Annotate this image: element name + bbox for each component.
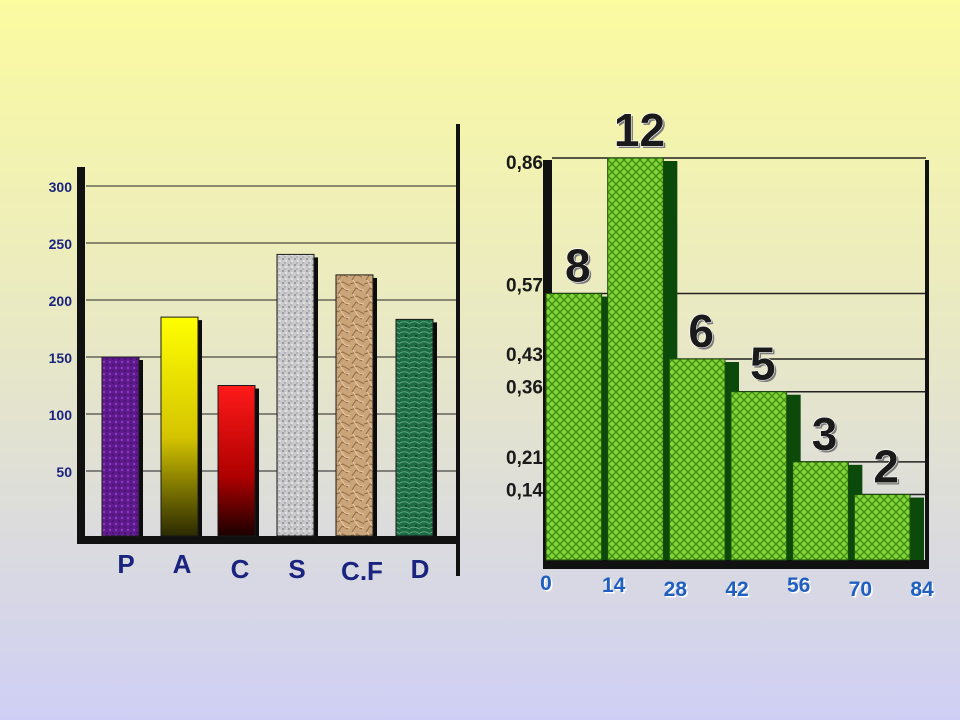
left-y-tick-label: 200 bbox=[49, 293, 73, 309]
right-x-tick-label: 0 bbox=[540, 572, 552, 595]
right-x-tick-label: 70 bbox=[849, 578, 872, 601]
right-y-tick-label: 0,36 bbox=[506, 378, 543, 399]
bar-label-shadow: 8 bbox=[567, 242, 593, 294]
right-x-tick-label: 28 bbox=[664, 578, 688, 601]
left-y-tick-label: 50 bbox=[56, 464, 72, 480]
right-chart-y-ticks: 0,86 0,57 0,43 0,36 0,21 0,14 bbox=[506, 153, 543, 502]
bar-frequency-label: 3 bbox=[812, 408, 838, 460]
left-bar-a bbox=[160, 316, 199, 537]
left-chart-category-labels: P A C S C.F D bbox=[117, 549, 429, 586]
right-y-tick-label: 0,14 bbox=[506, 481, 543, 502]
bar-label-shadow: 3 bbox=[814, 410, 840, 462]
left-bar-s bbox=[276, 253, 315, 537]
left-chart-bars bbox=[101, 253, 437, 537]
right-y-tick-label: 0,57 bbox=[506, 276, 543, 297]
left-y-tick-label: 150 bbox=[49, 350, 73, 366]
left-category-label: S bbox=[288, 554, 305, 584]
bar-frequency-label: 8 bbox=[565, 240, 591, 292]
left-y-tick-label: 100 bbox=[49, 407, 73, 423]
right-x-tick-shadow: 70 bbox=[850, 580, 873, 603]
right-bar bbox=[730, 391, 788, 561]
right-right-border bbox=[925, 160, 929, 568]
bar-frequency-label: 6 bbox=[688, 305, 714, 357]
category-bar-chart: 50 100 150 200 250 300 P A C S C.F D bbox=[49, 124, 460, 586]
left-category-label: D bbox=[411, 554, 430, 584]
right-bar bbox=[607, 157, 664, 561]
right-x-tick-label: 14 bbox=[602, 574, 626, 597]
bar-label-shadow: 6 bbox=[690, 307, 716, 359]
bar-label-shadow: 12 bbox=[616, 106, 667, 158]
bar-label-shadow: 5 bbox=[752, 340, 778, 392]
left-y-tick-label: 300 bbox=[49, 179, 73, 195]
bar-frequency-label: 12 bbox=[614, 104, 665, 156]
right-y-tick-label: 0,86 bbox=[506, 153, 543, 174]
left-category-label: A bbox=[173, 549, 192, 579]
left-bar-d bbox=[395, 318, 434, 537]
right-x-tick-shadow: 28 bbox=[665, 580, 689, 603]
right-bar bbox=[668, 358, 726, 561]
right-x-tick-label: 42 bbox=[725, 578, 748, 601]
left-y-tick-label: 250 bbox=[49, 236, 73, 252]
right-x-axis bbox=[543, 560, 929, 569]
right-y-tick-label: 0,43 bbox=[506, 345, 543, 366]
right-y-tick-label: 0,21 bbox=[506, 448, 543, 469]
bar-frequency-label: 5 bbox=[750, 338, 776, 390]
left-category-label: C.F bbox=[341, 556, 383, 586]
left-y-axis bbox=[77, 167, 85, 544]
bar-label-shadow: 2 bbox=[875, 443, 901, 495]
right-x-tick-label: 84 bbox=[910, 578, 934, 601]
left-bar-cf bbox=[335, 274, 374, 537]
left-x-axis bbox=[77, 536, 460, 544]
right-x-tick-shadow: 0 bbox=[542, 574, 554, 597]
right-x-tick-shadow: 42 bbox=[727, 580, 750, 603]
bar-frequency-label: 2 bbox=[873, 441, 899, 493]
right-x-tick-shadow: 56 bbox=[788, 576, 811, 599]
left-category-label: C bbox=[231, 554, 250, 584]
left-chart-y-ticks: 50 100 150 200 250 300 bbox=[49, 179, 73, 480]
right-x-tick-label: 56 bbox=[787, 574, 810, 597]
left-chart-gridlines bbox=[86, 185, 456, 472]
left-right-border bbox=[456, 124, 460, 576]
left-bar-p bbox=[101, 356, 140, 537]
left-bar-c bbox=[217, 385, 256, 537]
right-chart-bars bbox=[545, 157, 924, 561]
left-chart-axes bbox=[77, 124, 460, 576]
left-category-label: P bbox=[117, 549, 134, 579]
right-bar bbox=[792, 461, 849, 561]
right-x-tick-shadow: 84 bbox=[912, 580, 936, 603]
right-bar bbox=[853, 494, 911, 561]
right-x-tick-shadow: 14 bbox=[603, 576, 627, 599]
right-bar bbox=[545, 293, 603, 561]
